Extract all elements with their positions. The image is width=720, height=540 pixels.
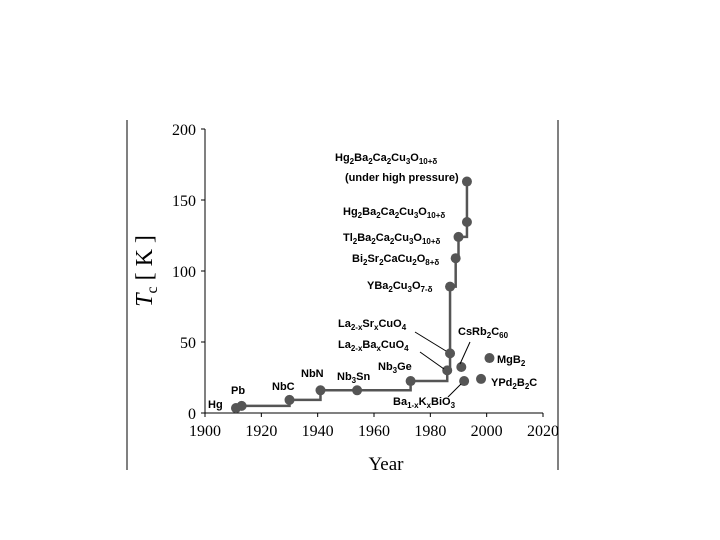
data-point <box>442 365 453 376</box>
leader-line <box>459 341 471 365</box>
leader-line <box>447 383 462 398</box>
point-label: La2-xBaxCuO4 <box>338 339 409 353</box>
point-label: Hg2Ba2Ca2Cu3O10+δ <box>335 152 437 166</box>
x-tick-label: 2020 <box>527 423 559 440</box>
point-label: MgB2 <box>497 354 526 368</box>
point-label: Pb <box>231 385 245 397</box>
step-line <box>410 370 449 383</box>
data-point <box>484 353 495 364</box>
x-tick-label: 1960 <box>358 423 390 440</box>
data-point <box>445 281 456 292</box>
y-tick-label: 0 <box>188 406 196 423</box>
data-point <box>236 400 247 411</box>
y-tick-label: 50 <box>180 335 196 352</box>
data-point <box>405 376 416 387</box>
data-point <box>476 373 487 384</box>
annotation: (under high pressure) <box>345 172 459 184</box>
x-tick-label: 1900 <box>189 423 221 440</box>
y-tick-label: 150 <box>172 193 196 210</box>
x-axis-label: Year <box>368 454 404 475</box>
data-point <box>453 231 464 242</box>
point-label: Tl2Ba2Ca2Cu3O10+δ <box>343 232 441 246</box>
data-point <box>461 217 472 228</box>
data-point <box>459 376 470 387</box>
data-point <box>284 394 295 405</box>
x-tick-label: 1920 <box>245 423 277 440</box>
x-tick-label: 2000 <box>471 423 503 440</box>
point-label: Nb3Ge <box>378 361 412 375</box>
data-point <box>450 253 461 264</box>
data-point <box>445 348 456 359</box>
data-point <box>352 385 363 396</box>
y-tick-label: 100 <box>172 264 196 281</box>
point-label: YPd2B2C <box>491 377 537 391</box>
point-label: La2-xSrxCuO4 <box>338 318 407 332</box>
point-label: YBa2Cu3O7-δ <box>367 280 433 294</box>
point-label: NbN <box>301 368 324 380</box>
point-label: Bi2Sr2CaCu2O8+δ <box>352 253 439 267</box>
point-label: Ba1-xKxBiO3 <box>393 396 456 410</box>
point-label: CsRb2C60 <box>458 326 509 340</box>
data-point <box>315 385 326 396</box>
data-point <box>456 361 467 372</box>
leader-line <box>419 351 445 370</box>
y-tick-label: 200 <box>172 122 196 139</box>
point-label: NbC <box>272 381 295 393</box>
data-point <box>461 176 472 187</box>
point-label: Hg <box>208 399 223 411</box>
step-line <box>241 399 291 408</box>
x-tick-label: 1980 <box>414 423 446 440</box>
point-label: Hg2Ba2Ca2Cu3O10+δ <box>343 206 445 220</box>
point-label: Nb3Sn <box>337 371 370 385</box>
x-tick-label: 1940 <box>302 423 334 440</box>
leader-line <box>414 331 447 352</box>
y-axis-label: Tc [ K ] <box>132 235 161 307</box>
